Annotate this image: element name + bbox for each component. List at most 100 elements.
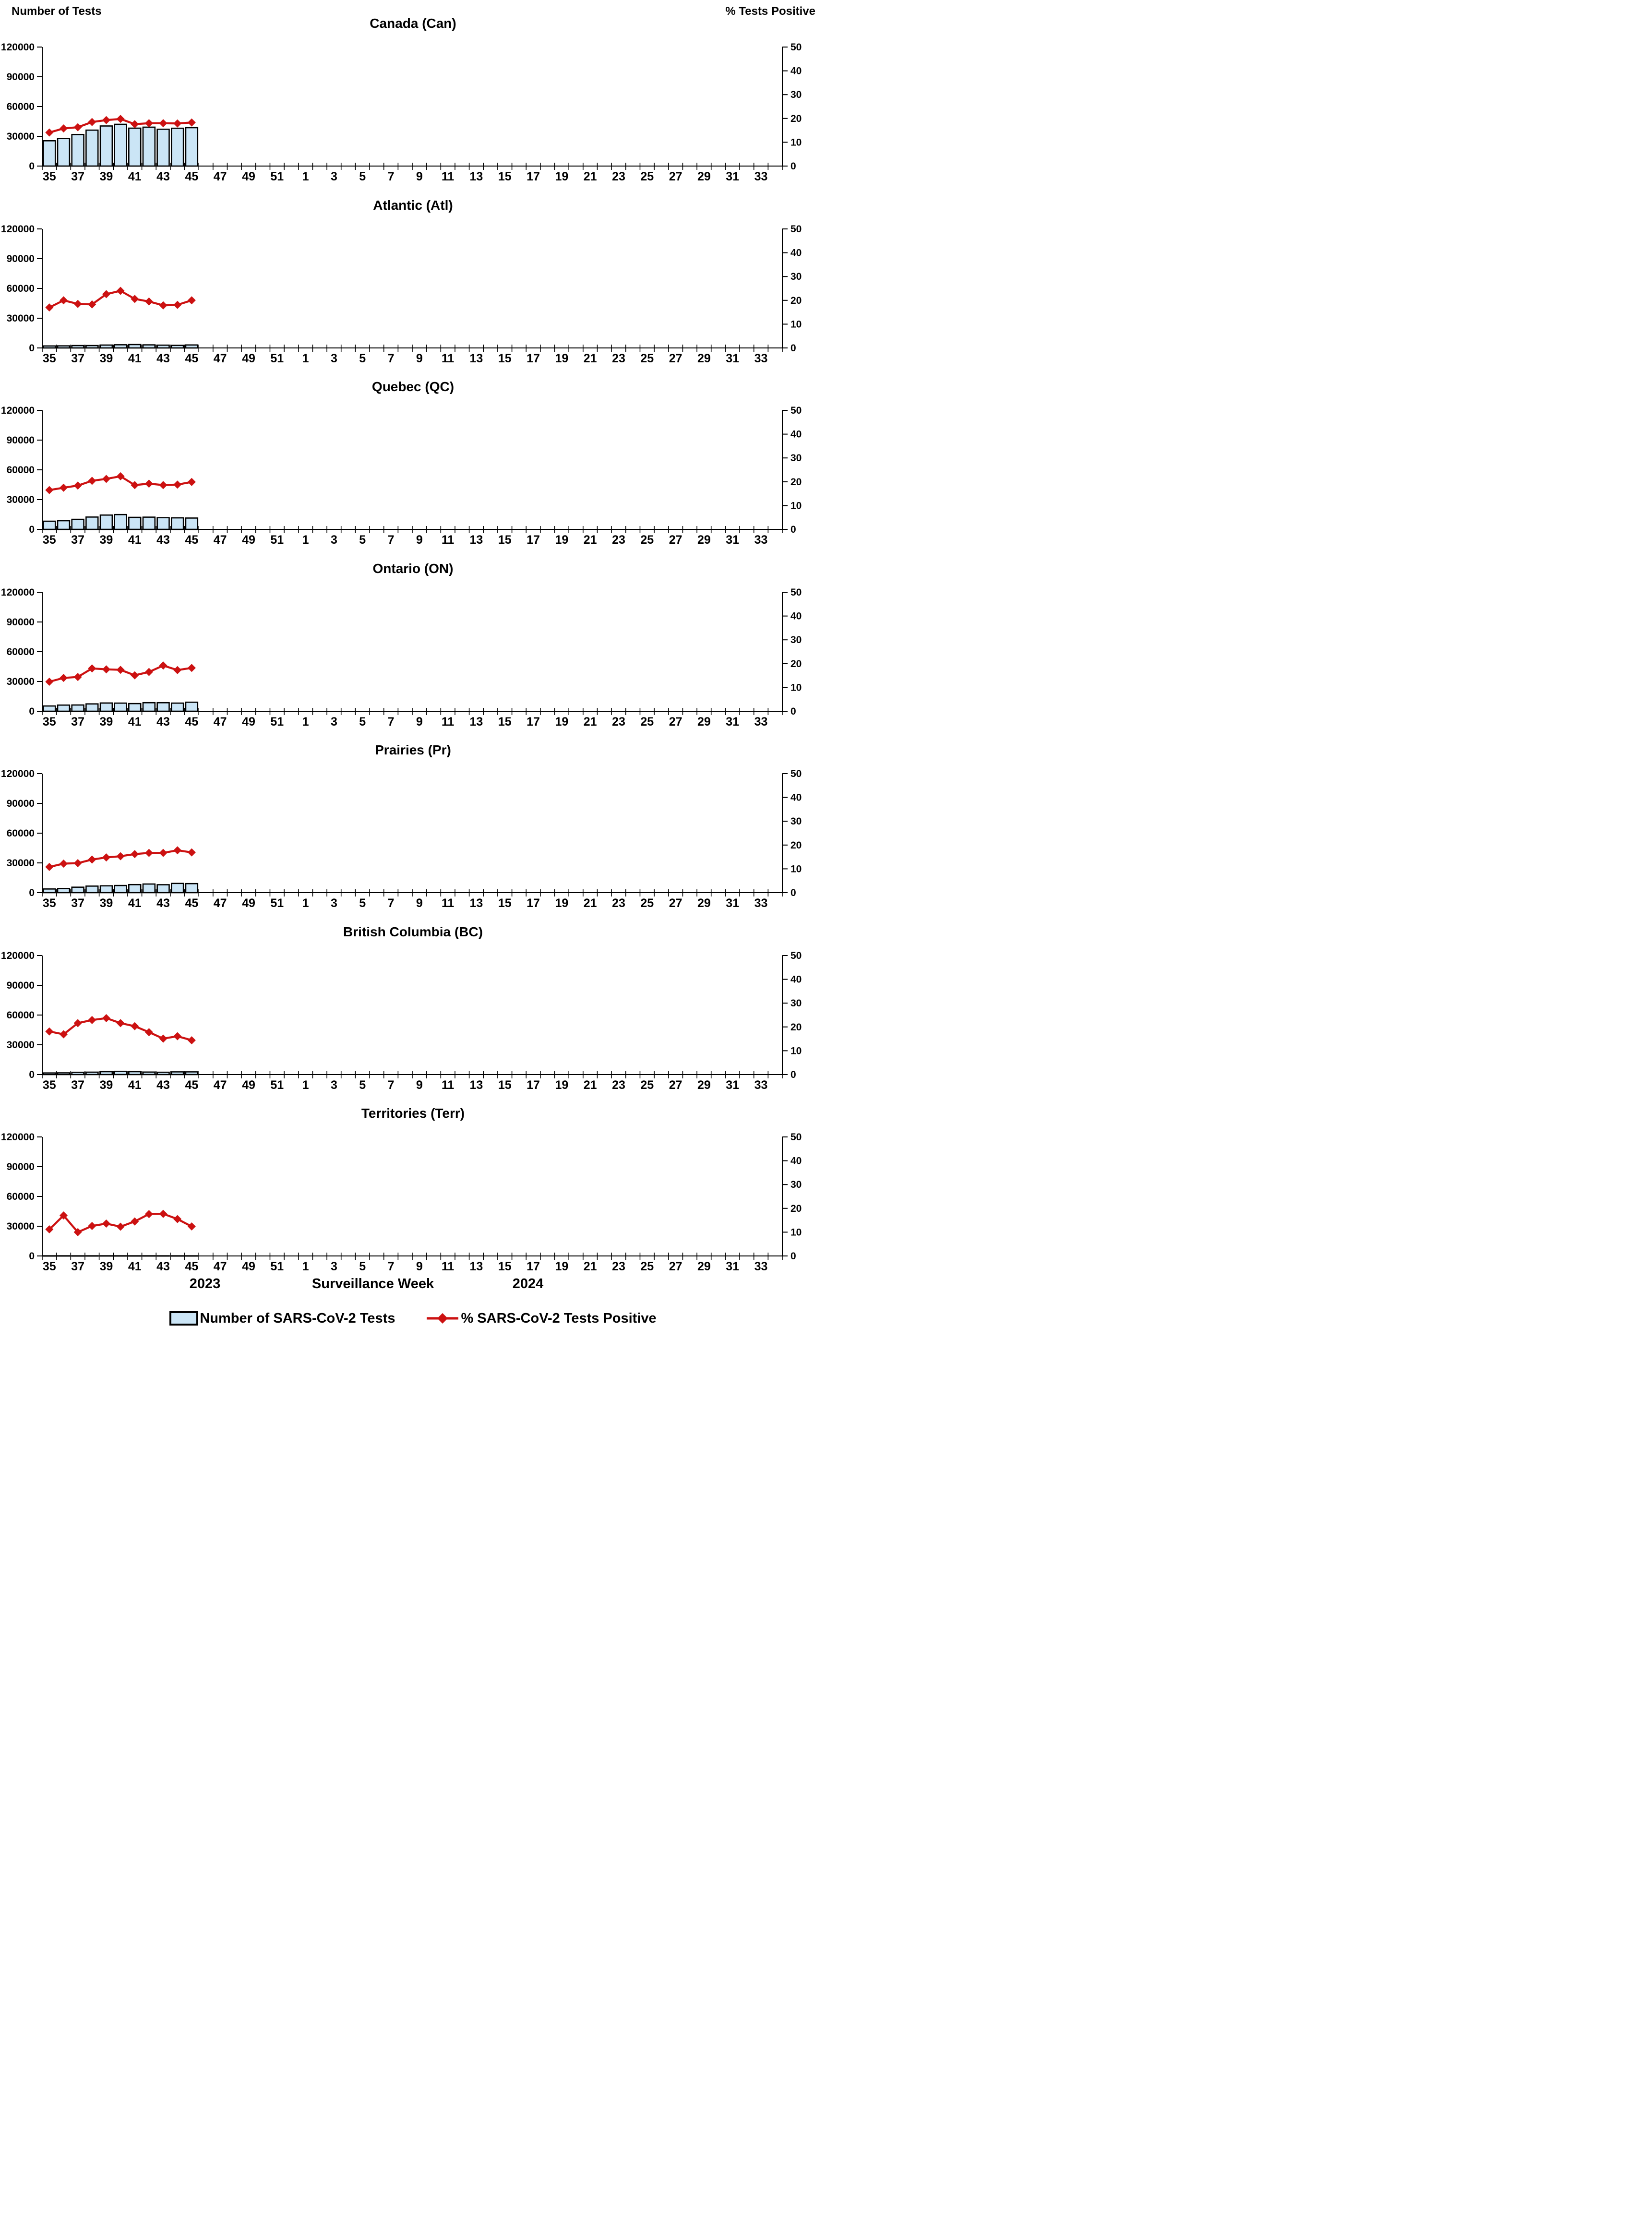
tests-bar [114,1070,127,1076]
week-label: 25 [640,896,654,910]
tests-bar [114,885,127,894]
week-label: 39 [100,896,113,910]
week-label: 7 [388,533,395,547]
diamond-marker [102,116,110,125]
diamond-marker [88,477,96,485]
tests-bar [85,345,99,349]
tests-bar [128,1071,142,1076]
tests-bar [114,514,127,530]
tests-bar [142,702,156,712]
diamond-marker [159,1034,168,1043]
left-tick-label: 90000 [7,798,35,809]
week-label: 45 [185,896,198,910]
diamond-marker [131,671,139,680]
left-tick-label: 120000 [1,1133,35,1143]
x-axis-labels: 35 37 39 41 43 45 47 49 51 1 3 5 7 9 11 13 15 17 19 21 23 25 2… [43,1260,768,1273]
diamond-marker [144,297,153,306]
week-label: 31 [726,170,739,183]
week-label: 33 [754,715,768,729]
week-label: 39 [100,1260,113,1273]
tests-bar [170,1071,184,1076]
right-tick-label: 40 [790,974,802,985]
left-tick-label: 30000 [7,858,35,869]
week-label: 15 [498,896,512,910]
week-label: 15 [498,1260,512,1273]
axes [42,1137,783,1257]
x-axis-labels: 35 37 39 41 43 45 47 49 51 1 3 5 7 9 11 13 15 17 19 21 23 25 2… [43,533,768,547]
week-label: 11 [442,533,455,547]
week-label: 31 [726,715,739,729]
week-label: 49 [242,715,255,729]
week-label: 13 [470,533,483,547]
diamond-marker [159,481,168,490]
right-tick-label: 10 [790,501,802,512]
week-label: 23 [612,352,625,365]
tests-bars [43,514,199,530]
right-tick-label: 50 [790,588,802,598]
x-axis-ticks [42,1071,783,1078]
tests-bar [156,129,170,167]
week-label: 29 [697,352,711,365]
week-label: 5 [359,715,366,729]
left-tick-label: 120000 [1,952,35,961]
tests-bar [57,1072,71,1076]
week-label: 3 [331,1078,337,1092]
diamond-marker [187,119,196,127]
right-axis-title: % Tests Positive [725,5,815,18]
diamond-marker [173,1215,182,1223]
panel-ontario: Ontario (ON) 0 30000 60000 90000 120000 0 10 20… [0,560,826,730]
tests-bar [85,885,99,894]
left-tick-label: 0 [29,343,35,354]
week-label: 37 [71,1078,84,1092]
week-label: 21 [584,896,597,910]
diamond-marker [102,665,110,674]
tests-bar [170,702,184,712]
week-label: 39 [100,352,113,365]
axes [42,774,783,894]
week-label: 41 [128,170,142,183]
week-label: 9 [416,533,423,547]
axes [42,592,783,712]
week-label: 35 [43,352,56,365]
diamond-marker [59,296,68,305]
tests-bar [71,134,84,167]
week-label: 35 [43,1260,56,1273]
right-tick-label: 0 [790,343,796,354]
positivity-markers [45,115,196,137]
x-axis-ticks [42,526,783,534]
positivity-markers [45,287,196,312]
diamond-marker [45,863,54,872]
tests-bars [43,1070,199,1076]
week-label: 47 [214,715,227,729]
week-label: 29 [697,1260,711,1273]
week-label: 17 [527,1260,540,1273]
diamond-marker [88,664,96,673]
week-label: 45 [185,715,198,729]
diamond-marker [131,481,139,490]
panels-container: Canada (Can) 0 30000 60000 90000 120000 0 10 20… [0,15,826,1275]
left-tick-label: 60000 [7,646,35,657]
week-label: 13 [470,352,483,365]
week-label: 13 [470,896,483,910]
week-label: 21 [584,352,597,365]
right-tick-label: 0 [790,887,796,898]
week-label: 1 [302,1078,309,1092]
left-tick-label: 120000 [1,406,35,416]
right-tick-label: 30 [790,90,802,101]
diamond-marker [102,1014,110,1022]
right-axis-ticks: 0 10 20 30 40 50 [782,43,802,172]
diamond-marker [116,1019,125,1028]
tests-bar [43,888,56,894]
week-label: 51 [270,352,284,365]
tests-bar [128,128,142,167]
week-label: 15 [498,170,512,183]
week-label: 43 [156,352,170,365]
week-label: 21 [584,533,597,547]
left-tick-label: 60000 [7,1191,35,1202]
tests-bar [85,516,99,530]
week-label: 41 [128,1260,142,1273]
diamond-marker [59,860,68,868]
diamond-marker [102,475,110,483]
tests-bar [71,886,84,894]
